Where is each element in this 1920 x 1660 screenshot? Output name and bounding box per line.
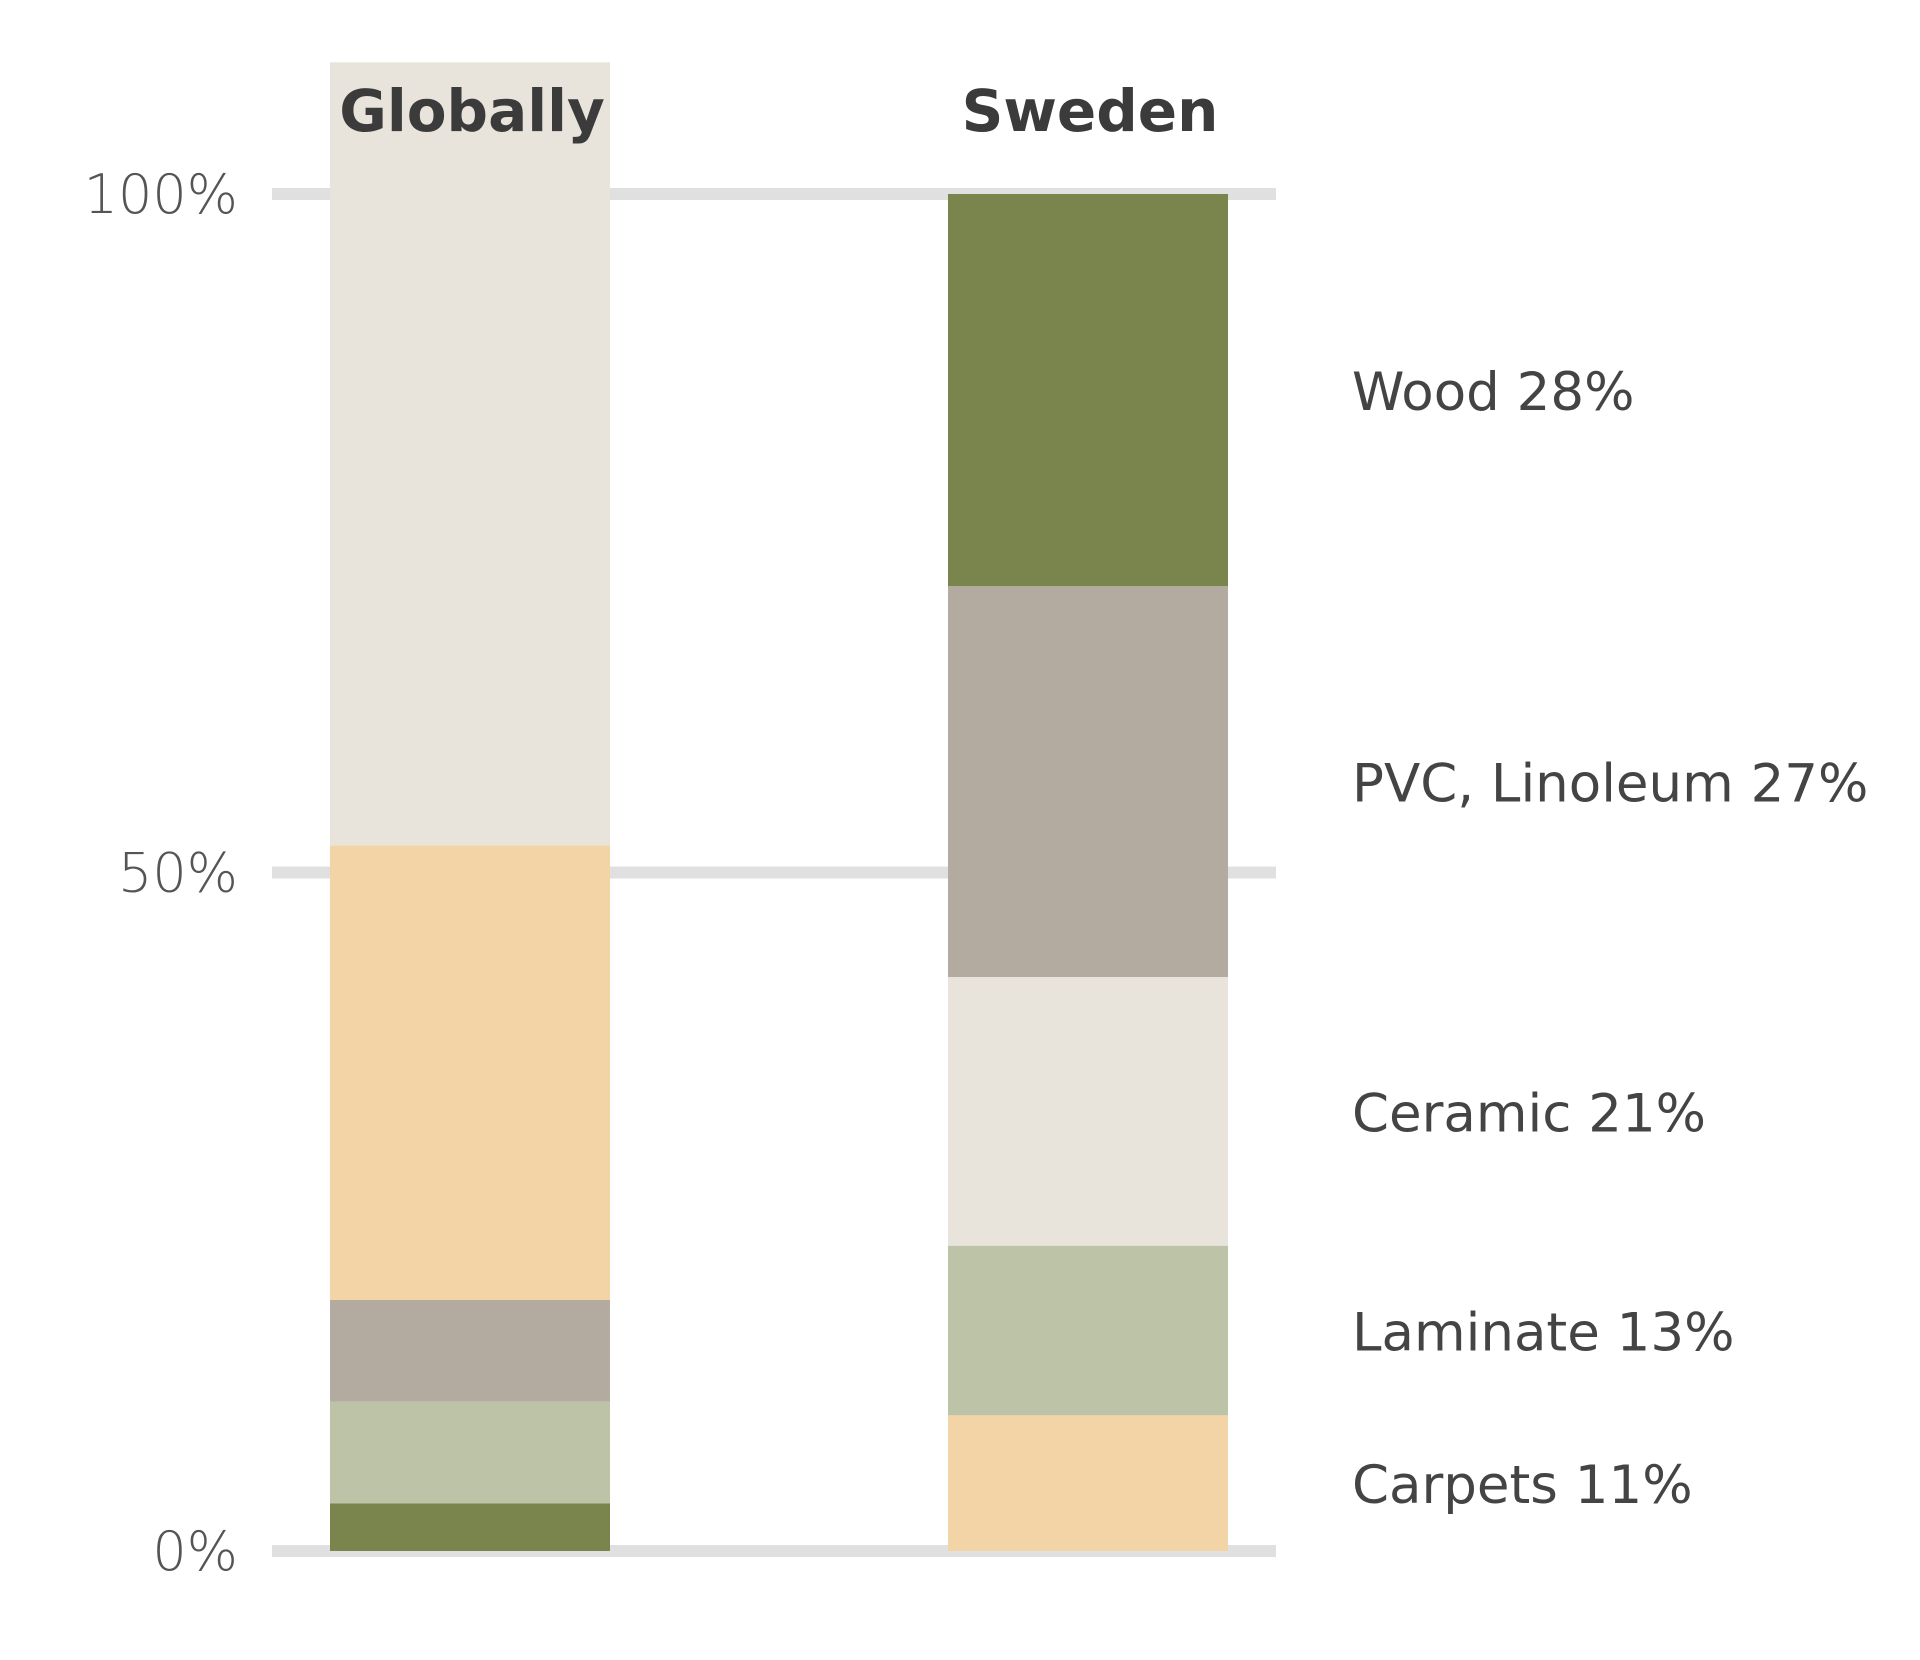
y-tick-label: 50% <box>118 842 238 905</box>
bars <box>330 62 1228 1551</box>
segment-label-carpets-11: Carpets 11% <box>1352 1455 1693 1516</box>
bar-segment-globally-wood-28 <box>330 1503 610 1551</box>
segment-label-ceramic-21: Ceramic 21% <box>1352 1083 1706 1144</box>
bar-segment-sweden-pvc-linoleum-27 <box>948 586 1228 977</box>
bar-segment-sweden-ceramic-21 <box>948 976 1228 1246</box>
segment-labels: Carpets 11% Laminate 13% Ceramic 21% PVC, L… <box>1352 362 1868 1516</box>
column-titles: Globally Sweden <box>339 77 1218 145</box>
y-tick-label: 0% <box>152 1520 238 1583</box>
segment-label-pvc-linoleum-27: PVC, Linoleum 27% <box>1352 754 1868 815</box>
bar-segment-sweden-wood-28 <box>948 194 1228 587</box>
segment-label-laminate-13: Laminate 13% <box>1352 1302 1734 1363</box>
column-title-sweden: Sweden <box>962 77 1219 145</box>
bar-segment-globally-ceramic-21 <box>330 62 610 846</box>
bar-segment-globally-pvc-linoleum-27 <box>330 1299 610 1402</box>
column-title-globally: Globally <box>339 77 605 145</box>
y-tick-label: 100% <box>84 163 238 226</box>
bar-segment-globally-carpets-11 <box>330 845 610 1300</box>
bar-segment-sweden-laminate-13 <box>948 1245 1228 1416</box>
bar-segment-sweden-carpets-11 <box>948 1415 1228 1551</box>
bar-segment-globally-laminate-13 <box>330 1401 610 1504</box>
segment-label-wood-28: Wood 28% <box>1352 362 1634 423</box>
y-axis-ticks: 100% 50% 0% <box>84 163 238 1583</box>
